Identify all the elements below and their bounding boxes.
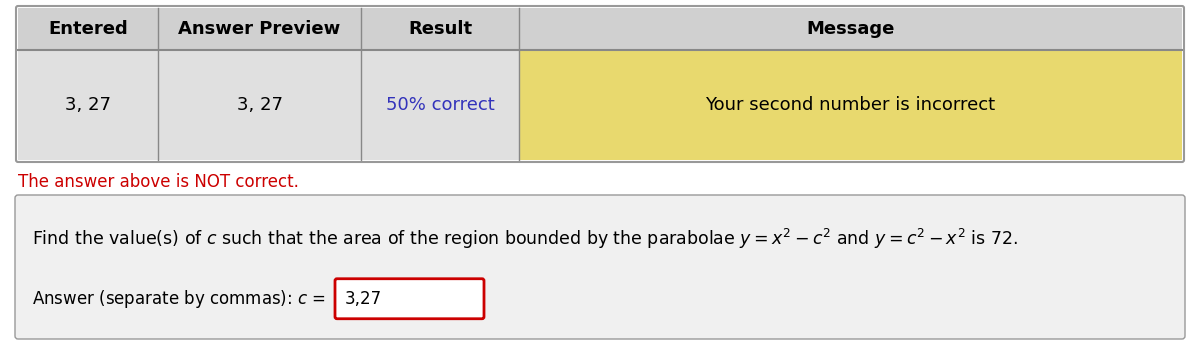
Bar: [157, 8, 361, 50]
Text: Find the value(s) of $c$ such that the area of the region bounded by the parabol: Find the value(s) of $c$ such that the a…: [32, 227, 1018, 251]
Text: Entered: Entered: [48, 20, 127, 38]
Bar: [18, 50, 157, 160]
FancyBboxPatch shape: [14, 195, 1186, 339]
Bar: [18, 8, 157, 50]
Text: Result: Result: [408, 20, 472, 38]
Bar: [157, 50, 361, 160]
Text: Message: Message: [806, 20, 894, 38]
Text: 50% correct: 50% correct: [385, 96, 494, 114]
Text: The answer above is NOT correct.: The answer above is NOT correct.: [18, 173, 299, 191]
Text: 3, 27: 3, 27: [65, 96, 110, 114]
Bar: [361, 50, 518, 160]
FancyBboxPatch shape: [335, 279, 484, 319]
Text: Your second number is incorrect: Your second number is incorrect: [706, 96, 995, 114]
Bar: [518, 8, 1182, 50]
Text: Answer Preview: Answer Preview: [179, 20, 341, 38]
Text: Answer (separate by commas): $c$ =: Answer (separate by commas): $c$ =: [32, 288, 326, 310]
Text: 3, 27: 3, 27: [236, 96, 282, 114]
Bar: [518, 50, 1182, 160]
Bar: [361, 8, 518, 50]
Text: 3,27: 3,27: [346, 290, 382, 308]
